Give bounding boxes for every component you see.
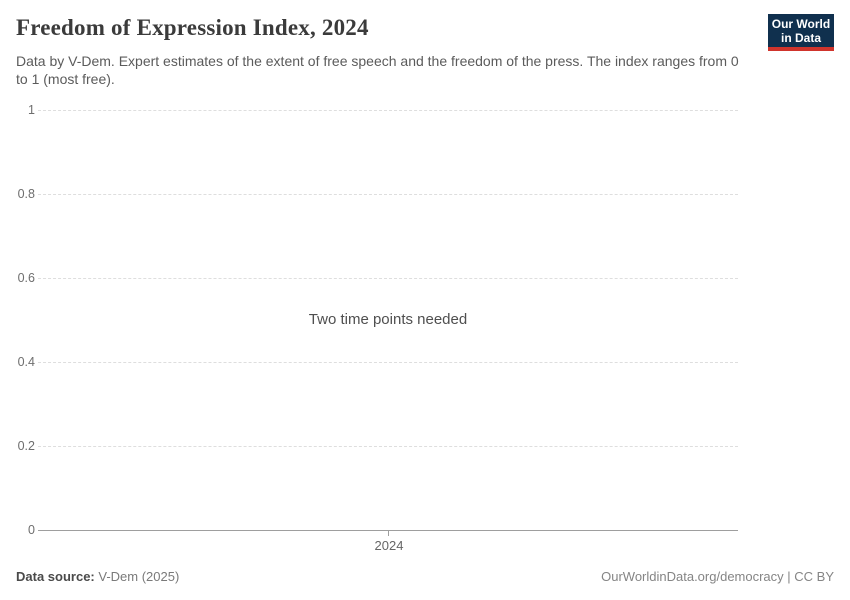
chart-title: Freedom of Expression Index, 2024 <box>16 15 369 40</box>
owid-logo-line2: in Data <box>780 30 821 45</box>
x-axis-line <box>38 530 738 531</box>
y-axis-tick-label: 0.8 <box>17 187 35 201</box>
owid-logo[interactable]: Our World in Data <box>768 14 834 51</box>
x-axis-tick-mark <box>388 531 389 536</box>
data-source-note: Data source: V-Dem (2025) <box>16 569 179 584</box>
data-source-label: Data source: <box>16 569 95 584</box>
gridline-0-2 <box>38 446 738 447</box>
empty-state-message: Two time points needed <box>308 311 468 328</box>
owid-logo-line1: Our World <box>771 16 831 31</box>
gridline-0-6 <box>38 278 738 279</box>
gridline-0-8 <box>38 194 738 195</box>
y-axis-tick-label: 0.6 <box>17 271 35 285</box>
x-axis-tick-label: 2024 <box>374 538 404 553</box>
y-axis-tick-label: 0 <box>28 523 35 537</box>
y-axis-tick-label: 1 <box>28 103 35 117</box>
data-source-value: V-Dem (2025) <box>98 569 180 584</box>
credit-link[interactable]: OurWorldinData.org/democracy | CC BY <box>601 569 834 584</box>
chart-subtitle: Data by V-Dem. Expert estimates of the e… <box>16 53 739 87</box>
gridline-0-4 <box>38 362 738 363</box>
y-axis-tick-label: 0.4 <box>17 355 35 369</box>
y-axis-tick-label: 0.2 <box>17 439 35 453</box>
gridline-1 <box>38 110 738 111</box>
